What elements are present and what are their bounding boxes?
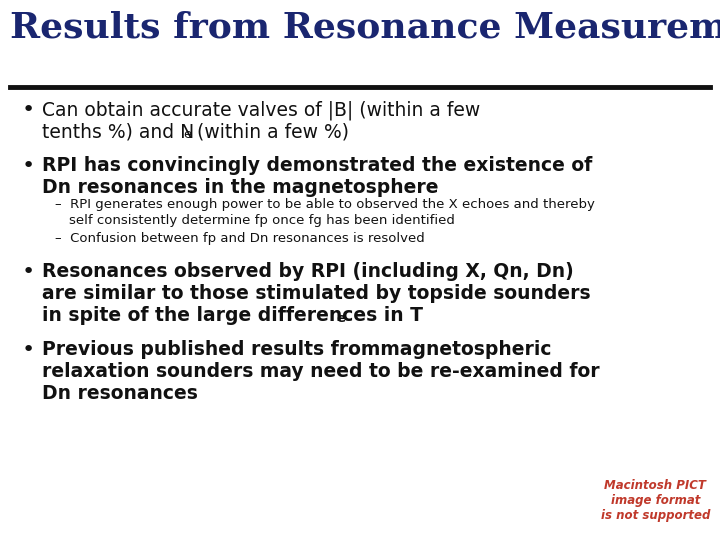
Text: •: • [22, 100, 35, 120]
Text: •: • [22, 340, 35, 360]
Text: Results from Resonance Measurements: Results from Resonance Measurements [10, 10, 720, 44]
Text: in spite of the large differences in T: in spite of the large differences in T [42, 306, 423, 325]
Text: –  RPI generates enough power to be able to observed the X echoes and thereby: – RPI generates enough power to be able … [55, 198, 595, 211]
Text: Previous published results frommagnetospheric: Previous published results frommagnetosp… [42, 340, 552, 359]
Text: Resonances observed by RPI (including X, Qn, Dn): Resonances observed by RPI (including X,… [42, 262, 574, 281]
Text: are similar to those stimulated by topside sounders: are similar to those stimulated by topsi… [42, 284, 590, 303]
Text: e: e [336, 312, 345, 325]
Text: •: • [22, 156, 35, 176]
Text: RPI has convincingly demonstrated the existence of: RPI has convincingly demonstrated the ex… [42, 156, 593, 175]
Text: Dn resonances in the magnetosphere: Dn resonances in the magnetosphere [42, 178, 438, 197]
Text: Dn resonances: Dn resonances [42, 384, 198, 403]
Text: Can obtain accurate valves of |B| (within a few: Can obtain accurate valves of |B| (withi… [42, 100, 480, 119]
Text: •: • [22, 262, 35, 282]
Text: tenths %) and N: tenths %) and N [42, 122, 194, 141]
Text: Macintosh PICT
image format
is not supported: Macintosh PICT image format is not suppo… [600, 479, 710, 522]
Text: (within a few %): (within a few %) [191, 122, 349, 141]
Text: –  Confusion between fp and Dn resonances is resolved: – Confusion between fp and Dn resonances… [55, 232, 425, 245]
Text: e: e [183, 128, 192, 141]
Text: self consistently determine fp once fg has been identified: self consistently determine fp once fg h… [69, 214, 455, 227]
Text: relaxation sounders may need to be re-examined for: relaxation sounders may need to be re-ex… [42, 362, 600, 381]
